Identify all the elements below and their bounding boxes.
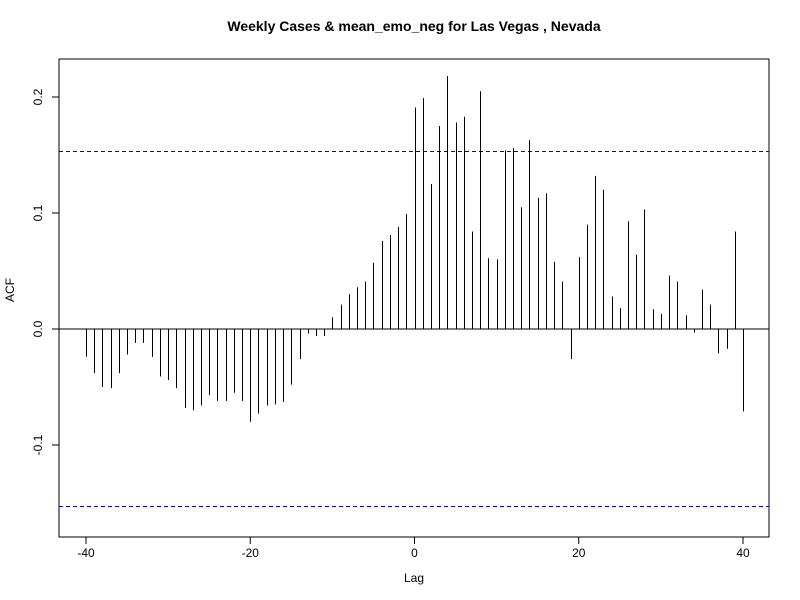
confidence-bands (59, 151, 769, 507)
x-tick-label: -40 (77, 546, 95, 560)
y-axis-label: ACF (3, 278, 17, 302)
y-tick-label: -0.1 (31, 434, 45, 455)
x-tick-label: 0 (411, 546, 418, 560)
y-tick-label: 0.0 (31, 320, 45, 337)
y-tick-label: 0.2 (31, 88, 45, 105)
x-axis: -40 -20 0 20 40 (77, 536, 750, 560)
acf-bars (86, 76, 744, 422)
x-axis-label: Lag (404, 571, 424, 585)
y-tick-label: 0.1 (31, 204, 45, 221)
chart-title: Weekly Cases & mean_emo_neg for Las Vega… (227, 18, 600, 34)
y-axis: -0.1 0.0 0.1 0.2 (31, 88, 60, 455)
x-tick-label: -20 (242, 546, 260, 560)
plot-frame (58, 58, 770, 538)
x-tick-label: 20 (572, 546, 586, 560)
x-tick-label: 40 (736, 546, 750, 560)
